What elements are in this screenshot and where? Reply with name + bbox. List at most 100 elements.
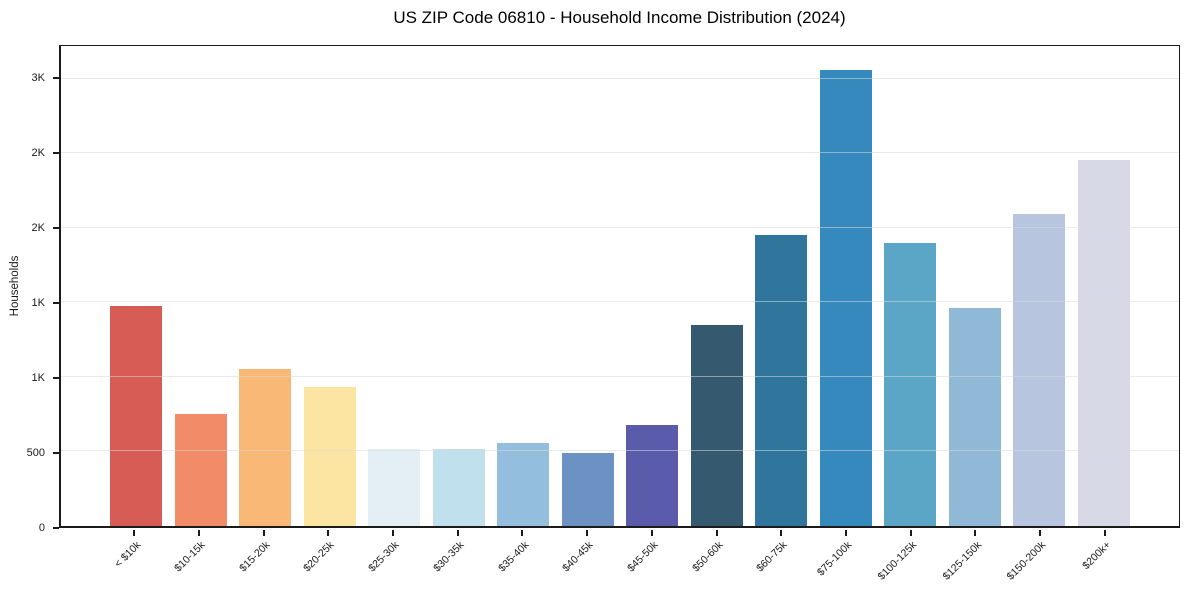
x-tick-mark bbox=[262, 530, 265, 536]
x-slot: $50-60k bbox=[684, 530, 749, 588]
x-slot: < $10k bbox=[102, 530, 167, 588]
x-tick-mark bbox=[521, 530, 524, 536]
x-tick-mark bbox=[650, 530, 653, 536]
x-slot: $15-20k bbox=[231, 530, 296, 588]
bar bbox=[174, 414, 227, 526]
y-tick-label: 1K bbox=[31, 372, 45, 384]
y-tick-mark bbox=[53, 527, 59, 529]
x-tick-label: $15-20k bbox=[236, 539, 273, 575]
x-tick-mark bbox=[456, 530, 459, 536]
x-tick-mark bbox=[1103, 530, 1106, 536]
x-tick-label: $150-200k bbox=[1004, 539, 1049, 583]
x-slot: $10-15k bbox=[167, 530, 232, 588]
x-tick-mark bbox=[327, 530, 330, 536]
x-tick-label: $40-45k bbox=[560, 539, 596, 575]
bar-slot bbox=[362, 46, 427, 526]
y-tick-mark bbox=[53, 77, 59, 79]
x-tick-mark bbox=[586, 530, 589, 536]
x-tick-mark bbox=[974, 530, 977, 536]
x-slot: $25-30k bbox=[361, 530, 426, 588]
x-tick-mark bbox=[715, 530, 718, 536]
y-tick-mark bbox=[53, 227, 59, 229]
bar-slot bbox=[685, 46, 750, 526]
bar-slot bbox=[233, 46, 298, 526]
x-tick-label: $125-150k bbox=[940, 539, 984, 583]
bar-slot bbox=[556, 46, 621, 526]
plot-area bbox=[59, 45, 1180, 528]
x-slot: $35-40k bbox=[490, 530, 555, 588]
y-axis: 0 500 1K 1K 2K 2K 3K bbox=[0, 45, 59, 534]
x-tick-label: $10-15k bbox=[172, 539, 208, 575]
bar bbox=[819, 69, 872, 526]
x-tick-mark bbox=[780, 530, 783, 536]
bar bbox=[755, 235, 808, 526]
x-tick-label: < $10k bbox=[111, 539, 143, 570]
bar-slot bbox=[620, 46, 685, 526]
x-tick-label: $25-30k bbox=[366, 539, 402, 575]
bar-slot bbox=[169, 46, 234, 526]
y-tick-label: 3K bbox=[31, 72, 45, 84]
bar-slot bbox=[1072, 46, 1137, 526]
x-slot: $125-150k bbox=[940, 530, 1008, 588]
x-tick-label: $45-50k bbox=[625, 539, 661, 575]
bar-slot bbox=[878, 46, 943, 526]
x-slot: $200k+ bbox=[1072, 530, 1137, 588]
x-tick-mark bbox=[392, 530, 395, 536]
bars bbox=[61, 46, 1179, 526]
x-tick-mark bbox=[133, 530, 136, 536]
x-tick-label: $200k+ bbox=[1080, 539, 1114, 573]
x-tick-label: $50-60k bbox=[689, 539, 726, 575]
x-slot: $100-125k bbox=[875, 530, 943, 588]
bar-slot bbox=[298, 46, 363, 526]
bar bbox=[110, 306, 163, 526]
bar bbox=[948, 307, 1001, 526]
x-axis: < $10k $10-15k $15-20k $20-25k $25-30k $30-35… bbox=[59, 530, 1180, 588]
x-tick-label: $60-75k bbox=[754, 539, 790, 575]
y-tick-mark bbox=[53, 302, 59, 304]
bar bbox=[303, 386, 356, 526]
x-tick-mark bbox=[909, 530, 912, 536]
bar-slot bbox=[814, 46, 879, 526]
y-tick-label: 1K bbox=[31, 297, 45, 309]
bar bbox=[1013, 214, 1066, 526]
bar-slot bbox=[943, 46, 1008, 526]
bar-slot bbox=[427, 46, 492, 526]
bar bbox=[239, 368, 292, 526]
x-tick-label: $75-100k bbox=[814, 539, 855, 579]
x-tick-mark bbox=[198, 530, 201, 536]
x-slot: $40-45k bbox=[555, 530, 620, 588]
x-slot: $75-100k bbox=[814, 530, 879, 588]
y-tick-label: 2K bbox=[31, 147, 45, 159]
bar bbox=[561, 452, 614, 526]
x-tick-label: $35-40k bbox=[495, 539, 531, 575]
bar bbox=[368, 448, 421, 526]
bar-slot bbox=[104, 46, 169, 526]
x-tick-mark bbox=[1038, 530, 1041, 536]
bar bbox=[690, 324, 743, 526]
bar bbox=[1077, 160, 1130, 526]
x-slot: $20-25k bbox=[296, 530, 361, 588]
y-tick-mark bbox=[53, 152, 59, 154]
x-tick-label: $30-35k bbox=[430, 539, 467, 575]
bar bbox=[884, 242, 937, 526]
bar-slot bbox=[749, 46, 814, 526]
x-slot: $150-200k bbox=[1004, 530, 1073, 588]
y-tick-label: 0 bbox=[38, 522, 45, 534]
y-tick-label: 2K bbox=[31, 222, 45, 234]
x-slot: $30-35k bbox=[425, 530, 490, 588]
y-tick-mark bbox=[53, 452, 59, 454]
bar-slot bbox=[1007, 46, 1072, 526]
y-tick-label: 500 bbox=[26, 447, 45, 459]
y-tick-mark bbox=[53, 377, 59, 379]
x-slot: $60-75k bbox=[749, 530, 814, 588]
x-tick-label: $100-125k bbox=[875, 539, 920, 583]
bar bbox=[432, 449, 485, 526]
bar bbox=[626, 424, 679, 526]
x-slot: $45-50k bbox=[620, 530, 685, 588]
bar-slot bbox=[491, 46, 556, 526]
chart-title: US ZIP Code 06810 - Household Income Dis… bbox=[393, 8, 846, 27]
x-tick-label: $20-25k bbox=[301, 539, 337, 575]
bar bbox=[497, 443, 550, 526]
x-tick-mark bbox=[844, 530, 847, 536]
